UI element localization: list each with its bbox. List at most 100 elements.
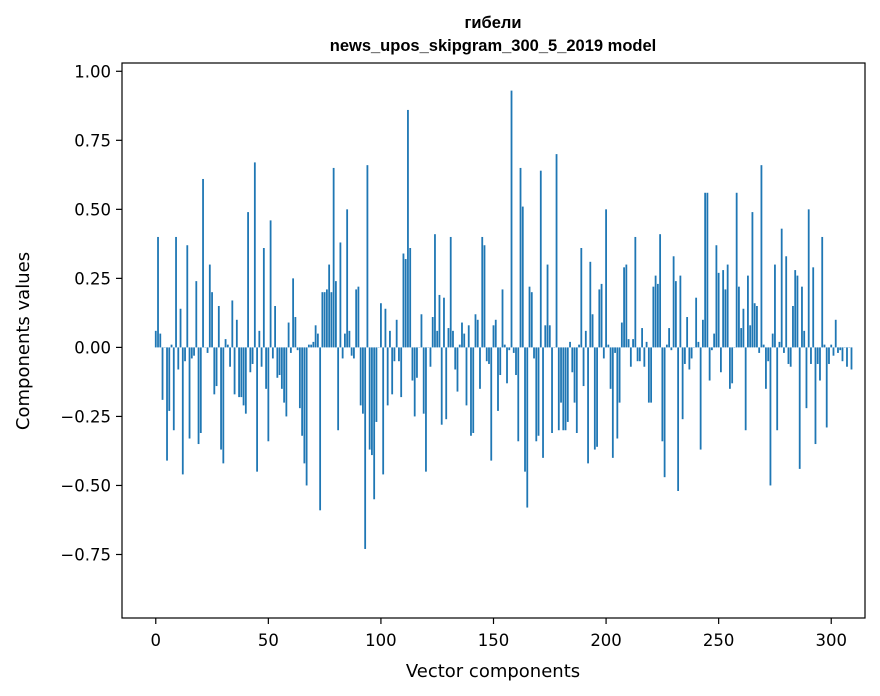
y-tick-label: 0.25	[74, 269, 111, 288]
bar	[256, 347, 258, 472]
bar	[641, 328, 643, 348]
bar	[215, 347, 218, 387]
bar	[233, 347, 236, 395]
bar	[244, 347, 247, 414]
bar	[747, 275, 749, 348]
bar	[632, 339, 634, 348]
bar	[726, 264, 729, 348]
bar	[323, 292, 326, 348]
bar	[316, 333, 319, 348]
bar	[526, 347, 529, 508]
bar	[787, 347, 790, 364]
bar	[652, 286, 655, 348]
bar	[283, 347, 286, 403]
bar	[598, 289, 601, 348]
bar	[440, 347, 443, 425]
bar	[614, 347, 616, 353]
bar	[765, 347, 767, 389]
bar	[407, 109, 409, 348]
bar	[274, 305, 276, 348]
y-tick-label: −0.50	[60, 476, 111, 495]
bar	[517, 347, 520, 442]
bar	[438, 294, 441, 348]
bar	[371, 347, 373, 456]
bar	[348, 330, 351, 348]
bar	[805, 347, 808, 409]
bar	[188, 347, 191, 439]
bar	[449, 236, 452, 348]
bar	[506, 347, 508, 384]
bar	[398, 347, 400, 362]
bar	[416, 347, 418, 378]
bar	[287, 322, 290, 348]
bar	[470, 347, 472, 436]
bar	[328, 264, 331, 348]
bar	[154, 330, 157, 348]
bar	[515, 347, 517, 376]
bar	[226, 344, 229, 348]
bar	[211, 292, 213, 348]
bar	[305, 347, 308, 486]
bar	[199, 347, 202, 433]
chart-subtitle: news_upos_skipgram_300_5_2019 model	[330, 37, 657, 55]
x-tick-label: 250	[703, 631, 735, 650]
bar	[206, 347, 209, 353]
bar	[681, 347, 684, 420]
bar	[508, 347, 511, 351]
bar	[593, 347, 596, 450]
x-tick-label: 100	[365, 631, 397, 650]
bar	[359, 347, 362, 406]
bar	[172, 347, 175, 431]
bar	[731, 347, 734, 384]
bar	[753, 303, 756, 348]
bar	[670, 347, 673, 351]
bar	[267, 347, 270, 442]
bar	[420, 314, 423, 348]
bar	[841, 347, 844, 362]
bar	[404, 259, 407, 348]
bar	[350, 347, 353, 356]
bar	[584, 330, 587, 348]
bar	[434, 234, 436, 348]
bar	[217, 305, 220, 348]
bar	[569, 341, 571, 348]
bar	[600, 283, 603, 348]
bar	[832, 347, 835, 356]
bar	[533, 347, 535, 359]
bar	[368, 347, 371, 450]
bar	[479, 347, 481, 389]
bar	[578, 344, 580, 348]
y-tick-label: 1.00	[74, 62, 111, 81]
bar	[677, 347, 680, 491]
bar	[265, 347, 267, 389]
bar	[179, 308, 182, 348]
bar	[816, 347, 819, 364]
bar	[476, 319, 479, 348]
bar	[386, 347, 389, 406]
bar	[235, 319, 238, 348]
bar	[325, 289, 328, 348]
bar	[751, 212, 754, 348]
bar	[566, 347, 569, 422]
x-tick-label: 150	[478, 631, 510, 650]
bar	[636, 347, 639, 362]
bar	[571, 347, 574, 373]
bar	[447, 328, 450, 348]
y-tick-label: −0.25	[60, 407, 111, 426]
bar	[771, 333, 774, 348]
bar	[785, 256, 788, 348]
bar	[607, 344, 610, 348]
bar	[524, 347, 526, 472]
bar	[260, 347, 263, 367]
bar	[679, 275, 682, 348]
bar	[591, 314, 594, 348]
bar	[443, 297, 445, 348]
bar	[521, 206, 524, 348]
bar	[296, 347, 299, 351]
bar	[647, 347, 650, 403]
bar	[708, 347, 711, 381]
bar	[339, 242, 342, 348]
bar	[686, 317, 689, 348]
bar	[425, 347, 427, 472]
